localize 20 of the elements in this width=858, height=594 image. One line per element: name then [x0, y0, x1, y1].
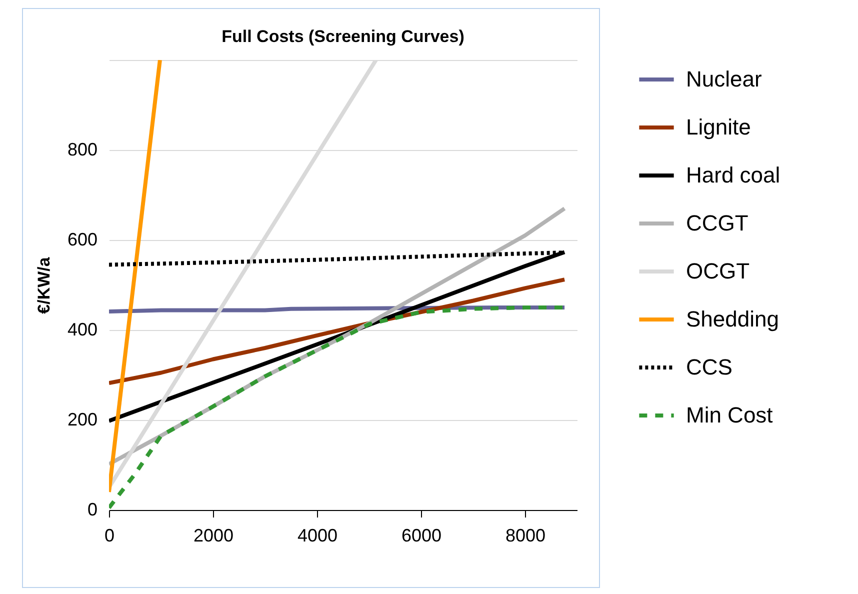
y-tick-label: 400: [67, 320, 98, 340]
x-tick-label: 4000: [297, 526, 338, 546]
y-tick-label: 600: [67, 230, 98, 250]
y-tick-label: 200: [67, 410, 98, 430]
legend-label: Lignite: [686, 114, 751, 140]
legend-label: OCGT: [686, 258, 750, 284]
legend-label: Nuclear: [686, 66, 762, 92]
y-axis-title: €/KW/a: [34, 256, 54, 314]
legend-label: CCGT: [686, 210, 748, 236]
y-tick-label: 800: [67, 140, 98, 160]
x-tick-label: 2000: [193, 526, 234, 546]
legend-label: Hard coal: [686, 162, 780, 188]
x-tick-label: 0: [104, 526, 115, 546]
chart-title: Full Costs (Screening Curves): [222, 27, 464, 46]
x-tick-label: 8000: [505, 526, 546, 546]
x-tick-label: 6000: [401, 526, 442, 546]
y-tick-label: 0: [87, 500, 98, 520]
legend-label: CCS: [686, 354, 732, 380]
legend-label: Shedding: [686, 306, 779, 332]
legend-label: Min Cost: [686, 402, 773, 428]
